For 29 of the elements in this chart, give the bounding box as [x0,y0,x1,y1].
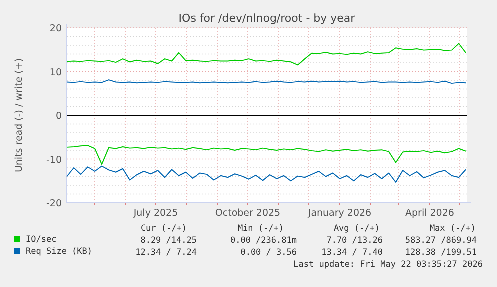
text: 0.00 /236.81m [230,236,297,246]
chart-title: IOs for /dev/nlnog/root - by year [178,12,356,25]
line-series [66,145,466,165]
x-tick-label: January 2026 [307,208,372,219]
text: 13.34 / 7.40 [322,248,383,258]
x-tick-label: October 2025 [215,208,281,219]
text: Min (-/+) [238,224,284,234]
y-tick-label: 0 [56,111,62,122]
text: 8.29 /14.25 [140,236,197,246]
line-series [66,43,466,66]
legend-label: IO/sec [26,235,57,245]
y-tick-label: -20 [46,198,62,210]
text: 0.00 / 3.56 [240,248,297,258]
y-tick-label: 10 [50,67,62,78]
y-tick-label: -10 [46,154,62,166]
text: 583.27 /869.94 [405,236,477,246]
text: 12.34 / 7.24 [136,248,197,258]
y-axis-title: Units read (-) / write (+) [14,58,25,173]
text: Max (-/+) [430,224,476,234]
y-tick-label: 20 [50,24,62,34]
text: 7.70 /13.26 [326,236,383,246]
text: 128.38 /199.51 [405,248,477,258]
text: Avg (-/+) [334,224,380,234]
x-tick-label: April 2026 [406,208,454,219]
text: Last update: Fri May 22 03:35:27 2026 [294,260,483,270]
text: Cur (-/+) [140,224,187,234]
legend-label: Req Size (KB) [26,247,93,257]
line-series [66,166,466,183]
x-tick-label: July 2025 [132,208,178,219]
